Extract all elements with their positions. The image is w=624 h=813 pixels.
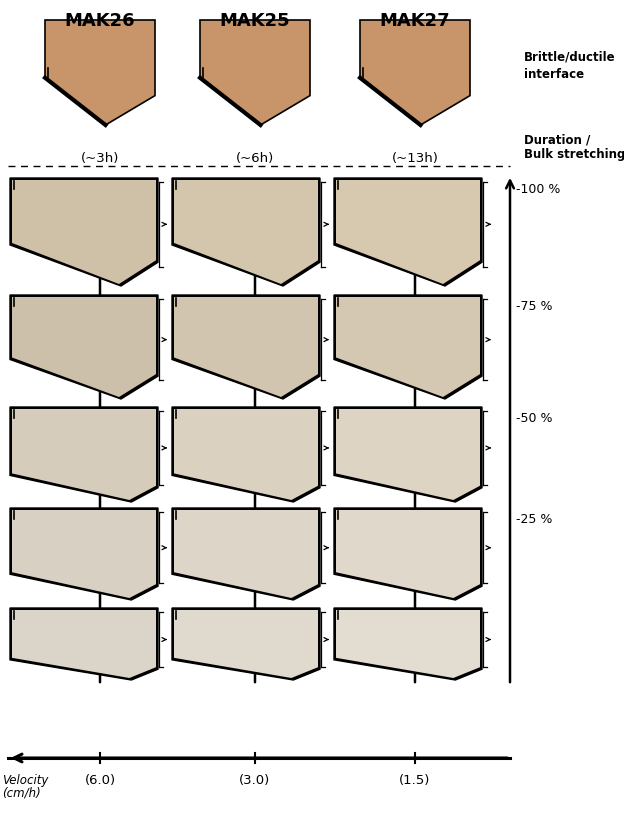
Text: -50 %: -50 %: [516, 412, 552, 425]
Polygon shape: [10, 508, 158, 600]
Polygon shape: [10, 295, 158, 399]
Polygon shape: [172, 608, 320, 680]
Text: Brittle/ductile: Brittle/ductile: [524, 50, 616, 63]
Text: Velocity: Velocity: [2, 774, 49, 787]
Text: -75 %: -75 %: [516, 300, 552, 313]
Text: Bulk stretching: Bulk stretching: [524, 147, 624, 160]
Polygon shape: [334, 508, 482, 600]
Polygon shape: [10, 407, 158, 502]
Polygon shape: [12, 610, 156, 678]
Text: interface: interface: [524, 68, 584, 81]
Polygon shape: [334, 178, 482, 286]
Polygon shape: [334, 407, 482, 502]
Text: (3.0): (3.0): [240, 774, 271, 787]
Polygon shape: [336, 610, 480, 678]
Text: MAK26: MAK26: [65, 12, 135, 30]
Polygon shape: [12, 297, 156, 397]
Text: MAK25: MAK25: [220, 12, 290, 30]
Polygon shape: [172, 295, 320, 399]
Polygon shape: [45, 20, 155, 125]
Polygon shape: [336, 297, 480, 397]
Polygon shape: [360, 20, 470, 125]
Text: -100 %: -100 %: [516, 183, 560, 196]
Text: (6.0): (6.0): [84, 774, 115, 787]
Polygon shape: [174, 610, 318, 678]
Text: -25 %: -25 %: [516, 513, 552, 526]
Polygon shape: [174, 409, 318, 500]
Polygon shape: [12, 180, 156, 284]
Polygon shape: [200, 20, 310, 125]
Polygon shape: [174, 510, 318, 598]
Polygon shape: [172, 407, 320, 502]
Polygon shape: [336, 180, 480, 284]
Polygon shape: [172, 178, 320, 286]
Polygon shape: [10, 178, 158, 286]
Text: (~6h): (~6h): [236, 152, 274, 165]
Polygon shape: [174, 297, 318, 397]
Text: (~13h): (~13h): [392, 152, 439, 165]
Polygon shape: [12, 510, 156, 598]
Polygon shape: [12, 409, 156, 500]
Polygon shape: [10, 608, 158, 680]
Polygon shape: [174, 180, 318, 284]
Polygon shape: [172, 508, 320, 600]
Text: Duration /: Duration /: [524, 133, 590, 146]
Polygon shape: [336, 510, 480, 598]
Polygon shape: [334, 608, 482, 680]
Text: MAK27: MAK27: [379, 12, 451, 30]
Text: (cm/h): (cm/h): [2, 786, 41, 799]
Polygon shape: [334, 295, 482, 399]
Text: (1.5): (1.5): [399, 774, 431, 787]
Text: (~3h): (~3h): [81, 152, 119, 165]
Polygon shape: [336, 409, 480, 500]
